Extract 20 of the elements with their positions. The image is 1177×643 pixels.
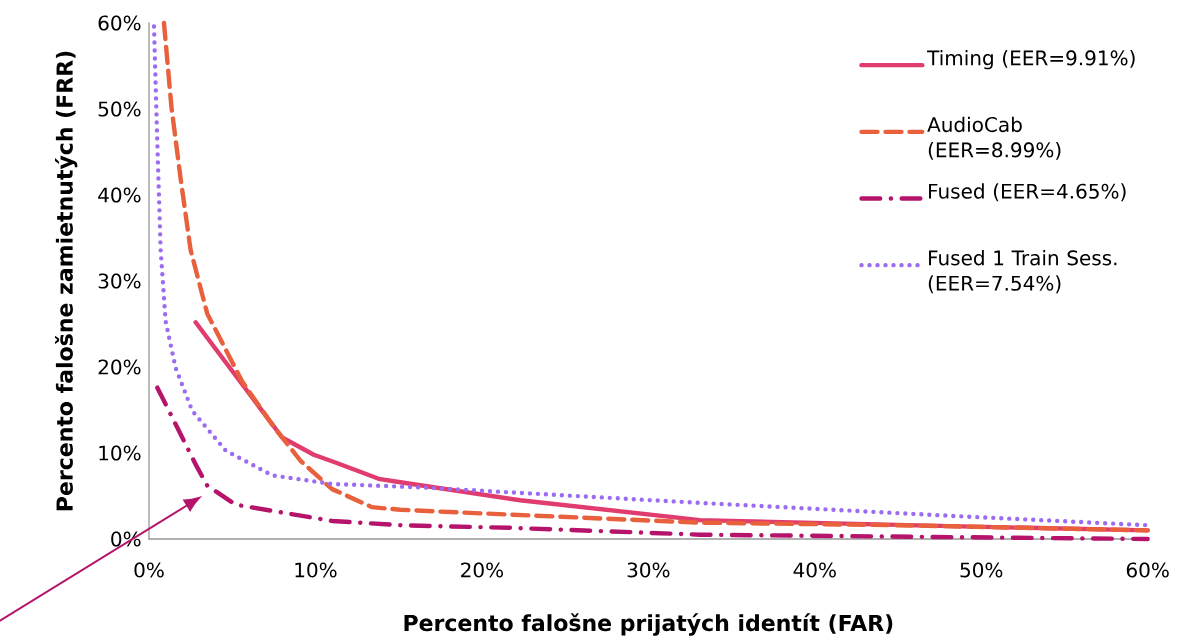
x-tick-label: 50% — [960, 562, 1003, 578]
x-tick-label: 0% — [134, 562, 164, 578]
y-tick-label: 30% — [98, 273, 141, 289]
legend-label: AudioCab (EER=8.99%) — [927, 116, 1061, 160]
y-tick-label: 10% — [99, 445, 141, 461]
x-tick-label: 30% — [627, 562, 670, 578]
x-axis-title: Percento falošne prijatých identít (FAR) — [404, 613, 893, 636]
x-tick-label: 60% — [1126, 562, 1169, 578]
y-tick-label: 50% — [98, 101, 141, 117]
x-tick-label: 10% — [295, 562, 337, 578]
y-axis-title: Percento falošne zamietnutých (FRR) — [55, 51, 78, 511]
y-tick-label: 60% — [98, 15, 141, 31]
legend-label: Timing (EER=9.91%) — [927, 49, 1135, 70]
y-tick-label: 20% — [98, 359, 141, 375]
legend-label: Fused (EER=4.65%) — [929, 183, 1126, 202]
x-tick-label: 20% — [461, 562, 504, 578]
x-tick-label: 40% — [793, 562, 836, 578]
y-tick-label: 40% — [98, 187, 141, 203]
line-series — [155, 385, 1150, 542]
legend-label: Fused 1 Train Sess. (EER=7.54%) — [928, 249, 1117, 294]
